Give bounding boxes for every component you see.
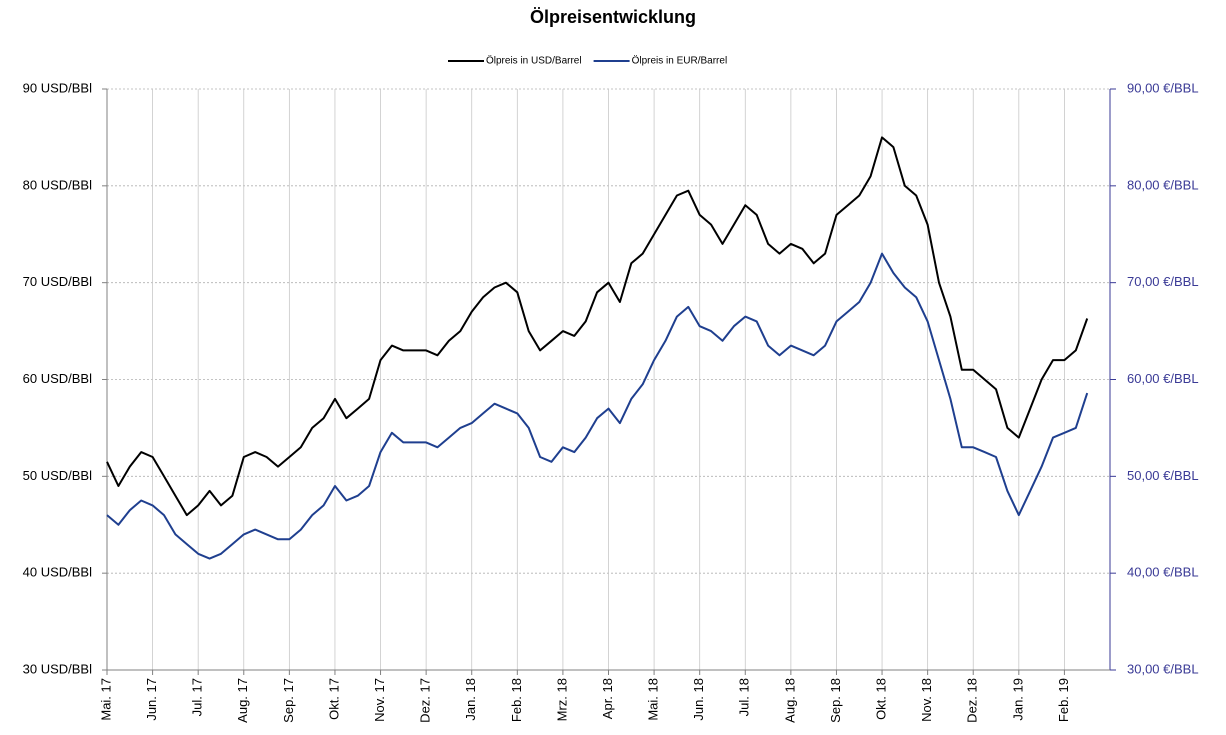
x-tick-label: Mai. 18 [646, 678, 661, 721]
legend-label: Ölpreis in USD/Barrel [486, 55, 582, 67]
x-tick-label: Sep. 17 [281, 678, 296, 723]
y2-tick-label: 40,00 €/BBL [1127, 565, 1199, 580]
y-tick-label: 70 USD/BBl [23, 274, 92, 289]
x-tick-label: Aug. 18 [782, 678, 797, 723]
x-tick-label: Feb. 18 [509, 678, 524, 722]
legend-label: Ölpreis in EUR/Barrel [632, 55, 728, 67]
y2-tick-label: 50,00 €/BBL [1127, 468, 1199, 483]
x-tick-label: Jun. 17 [144, 678, 159, 721]
x-tick-label: Jul. 17 [190, 678, 205, 716]
x-tick-label: Nov. 18 [919, 678, 934, 722]
y2-tick-label: 30,00 €/BBL [1127, 661, 1199, 676]
x-tick-label: Mai. 17 [98, 678, 113, 721]
x-tick-label: Dez. 18 [965, 678, 980, 723]
line-series [106, 136, 1089, 517]
x-tick-label: Okt. 17 [326, 678, 341, 720]
chart-title: Ölpreisentwicklung [530, 7, 696, 27]
y2-tick-label: 90,00 €/BBL [1127, 80, 1199, 95]
y-tick-label: 50 USD/BBl [23, 468, 92, 483]
y-tick-label: 30 USD/BBl [23, 661, 92, 676]
y-tick-label: 80 USD/BBl [23, 177, 92, 192]
x-tick-label: Jan. 18 [463, 678, 478, 721]
x-tick-label: Nov. 17 [372, 678, 387, 722]
x-tick-label: Apr. 18 [600, 678, 615, 719]
x-tick-label: Sep. 18 [828, 678, 843, 723]
y2-tick-label: 70,00 €/BBL [1127, 274, 1199, 289]
y-tick-label: 60 USD/BBl [23, 371, 92, 386]
y-tick-label: 90 USD/BBl [23, 80, 92, 95]
y2-tick-label: 60,00 €/BBL [1127, 371, 1199, 386]
x-tick-label: Jun. 18 [691, 678, 706, 721]
x-tick-label: Jul. 18 [737, 678, 752, 716]
x-tick-label: Aug. 17 [235, 678, 250, 723]
line-series [106, 252, 1089, 560]
y2-tick-label: 80,00 €/BBL [1127, 177, 1199, 192]
x-tick-label: Okt. 18 [873, 678, 888, 720]
y-tick-label: 40 USD/BBl [23, 565, 92, 580]
x-tick-label: Dez. 17 [418, 678, 433, 723]
x-tick-label: Jan. 19 [1010, 678, 1025, 721]
x-tick-label: Mrz. 18 [554, 678, 569, 721]
x-tick-label: Feb. 19 [1056, 678, 1071, 722]
